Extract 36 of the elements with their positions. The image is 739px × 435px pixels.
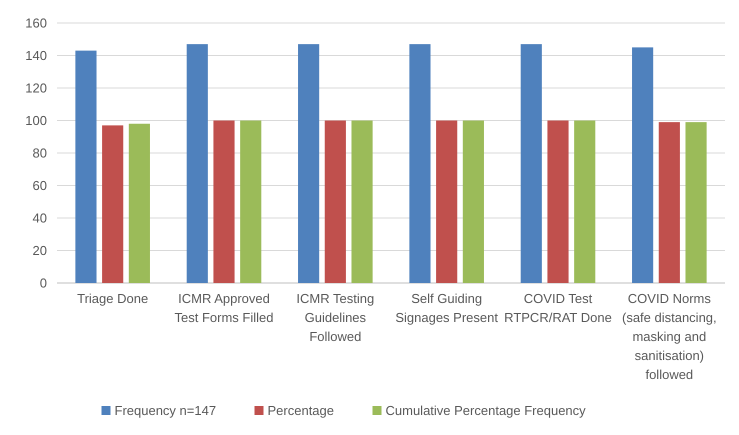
y-tick-label: 20 bbox=[32, 243, 47, 258]
y-tick-label: 60 bbox=[32, 178, 47, 194]
bar bbox=[240, 120, 262, 283]
bar bbox=[213, 120, 235, 283]
bar bbox=[658, 122, 680, 283]
legend-label: Cumulative Percentage Frequency bbox=[386, 403, 586, 418]
y-tick-label: 160 bbox=[25, 16, 47, 31]
bar bbox=[436, 120, 458, 283]
y-tick-label: 140 bbox=[25, 48, 47, 64]
x-tick-label: Self Guiding Signages Present bbox=[395, 291, 498, 325]
bar bbox=[102, 125, 124, 283]
bar bbox=[632, 47, 654, 283]
y-tick-label: 0 bbox=[40, 276, 47, 291]
y-tick-label: 40 bbox=[32, 210, 47, 226]
x-tick-label: COVID Test RTPCR/RAT Done bbox=[504, 291, 612, 325]
bar bbox=[186, 44, 208, 283]
y-tick-label: 80 bbox=[32, 146, 47, 161]
bar bbox=[685, 122, 707, 283]
bar bbox=[324, 120, 346, 283]
bar bbox=[462, 120, 484, 283]
bar bbox=[351, 120, 373, 283]
bar bbox=[547, 120, 569, 283]
bar bbox=[520, 44, 542, 283]
legend-label: Frequency n=147 bbox=[114, 403, 216, 418]
bar bbox=[409, 44, 431, 283]
bar bbox=[128, 124, 150, 283]
legend-label: Percentage bbox=[268, 403, 334, 418]
y-tick-label: 120 bbox=[25, 80, 47, 96]
x-tick-label: COVID Norms (safe distancing, masking and sanitisation) followed bbox=[622, 291, 717, 382]
y-tick-label: 100 bbox=[25, 113, 47, 128]
bar bbox=[574, 120, 596, 283]
x-tick-label: ICMR Testing Guidelines Followed bbox=[296, 291, 374, 344]
x-tick-label: ICMR Approved Test Forms Filled bbox=[174, 291, 274, 325]
bar bbox=[75, 50, 97, 283]
x-tick-label: Triage Done bbox=[77, 291, 148, 306]
bar bbox=[298, 44, 320, 283]
